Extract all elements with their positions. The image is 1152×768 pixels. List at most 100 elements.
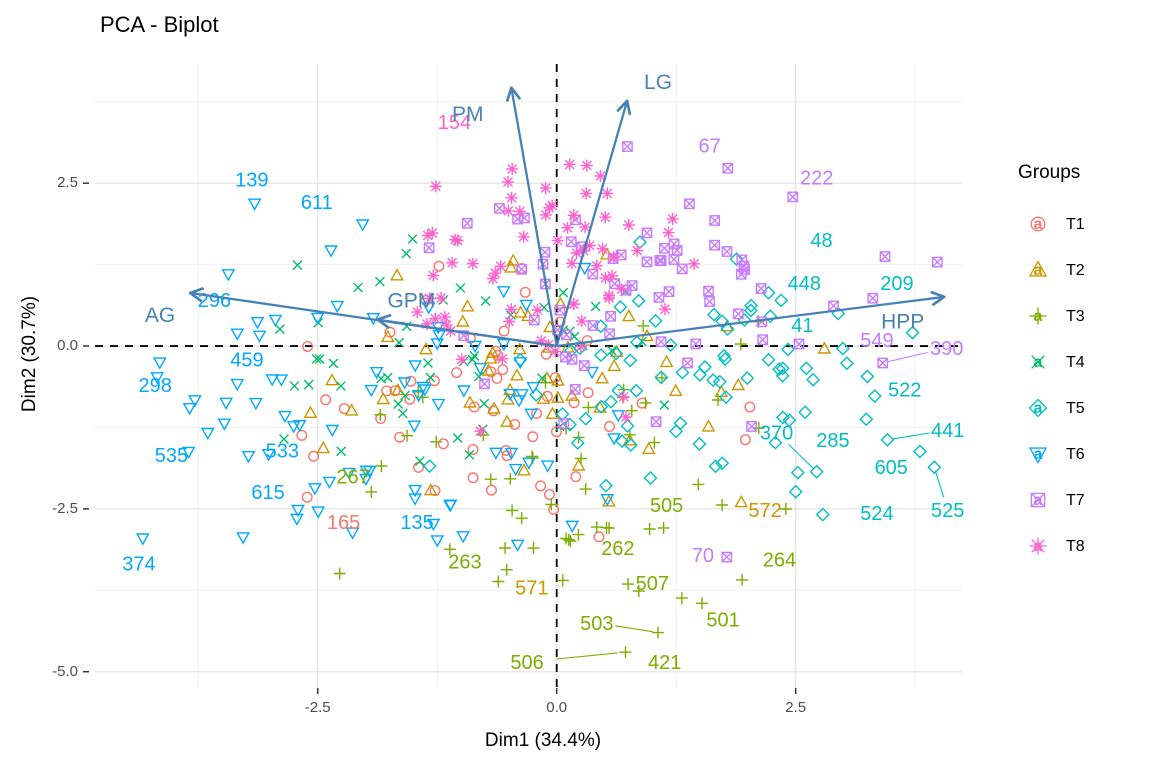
point-marker-triangle-down: [152, 357, 167, 370]
point-marker-diamond: [905, 325, 920, 340]
variable-label-PM: PM: [452, 103, 484, 126]
point-marker-asterisk: [489, 267, 502, 280]
point-marker-square-x: [565, 236, 577, 248]
point-marker-asterisk: [435, 292, 448, 304]
point-marker-triangle-up: [571, 458, 586, 471]
point-marker-x: [659, 400, 670, 411]
point-marker-triangle-up: [734, 494, 749, 508]
point-marker-circle: [429, 485, 441, 497]
point-marker-triangle-down: [489, 447, 503, 460]
point-marker-diamond: [562, 417, 577, 432]
point-marker-triangle-down: [291, 504, 305, 518]
point-label-222: 222: [800, 167, 833, 189]
point-marker-square-x: [877, 357, 889, 369]
variable-arrows: [193, 90, 942, 348]
legend-item-label: T7: [1066, 492, 1085, 509]
point-marker-square-x: [561, 329, 572, 341]
point-marker-square-x: [757, 334, 769, 346]
point-marker-asterisk: [505, 191, 518, 204]
point-marker-diamond: [763, 309, 778, 324]
point-marker-square-x: [793, 338, 805, 350]
point-marker-asterisk: [440, 319, 453, 332]
point-marker-square-x: [587, 268, 599, 280]
point-marker-diamond: [1028, 398, 1048, 418]
legend-item-label: T6: [1066, 446, 1085, 463]
point-marker-triangle-down: [468, 340, 482, 354]
legend-key-letter: a: [1034, 400, 1043, 417]
point-marker-triangle-up: [659, 354, 674, 368]
point-marker-plus: [515, 512, 528, 525]
point-marker-circle: [389, 385, 401, 397]
point-marker-triangle-up: [668, 383, 683, 397]
point-marker-square-x: [867, 292, 879, 304]
point-marker-asterisk: [486, 272, 499, 285]
point-marker-asterisk: [429, 180, 442, 193]
point-marker-plus: [1029, 307, 1047, 325]
labeled-point-markers: [135, 162, 942, 659]
point-marker-circle: [485, 366, 497, 378]
point-marker-triangle-down: [200, 427, 215, 441]
legend-item-label: T3: [1066, 308, 1085, 325]
point-marker-triangle-down: [519, 299, 534, 313]
point-marker-square-x: [721, 551, 733, 563]
point-marker-triangle-up: [510, 368, 524, 381]
point-marker-plus: [623, 428, 636, 441]
point-marker-x: [606, 345, 617, 356]
point-marker-diamond: [629, 383, 644, 398]
point-marker-triangle-down: [221, 269, 236, 282]
point-marker-asterisk: [505, 303, 518, 316]
variable-arrow-HPP: [556, 297, 942, 348]
point-marker-triangle-up: [391, 382, 405, 396]
point-marker-diamond: [422, 459, 437, 474]
point-marker-triangle-down: [355, 219, 370, 232]
legend-item-label: T8: [1066, 538, 1085, 555]
point-marker-circle: [500, 444, 512, 457]
point-marker-diamond: [761, 352, 776, 367]
point-marker-circle: [550, 426, 563, 438]
point-marker-asterisk: [619, 411, 632, 424]
point-marker-circle: [381, 385, 393, 397]
x-tick-label: -2.5: [304, 699, 331, 716]
point-marker-asterisk: [502, 175, 514, 188]
point-marker-asterisk: [455, 353, 468, 366]
point-marker-diamond: [790, 465, 805, 480]
point-marker-triangle-up: [380, 329, 395, 343]
point-marker-diamond: [613, 300, 628, 314]
point-marker-square-x: [732, 308, 744, 320]
point-marker-diamond: [599, 478, 613, 493]
point-marker-diamond: [815, 507, 830, 522]
point-marker-asterisk: [494, 260, 507, 273]
point-marker-x: [464, 449, 475, 460]
point-marker-square-x: [622, 141, 633, 152]
point-marker-triangle-up: [536, 391, 551, 404]
point-marker-diamond: [675, 365, 690, 380]
point-marker-asterisk: [539, 182, 552, 195]
point-marker-square-x: [558, 418, 570, 429]
point-label-267: 267: [336, 466, 369, 488]
variable-label-HPP: HPP: [881, 310, 924, 333]
point-marker-plus: [582, 401, 595, 414]
point-marker-x: [452, 432, 463, 443]
point-marker-diamond: [839, 356, 854, 371]
point-marker-asterisk: [599, 272, 612, 285]
point-marker-asterisk: [429, 312, 442, 325]
point-marker-asterisk: [599, 211, 612, 224]
legend-item-T3: a T3: [1014, 294, 1148, 340]
point-marker-asterisk: [517, 230, 530, 243]
variable-label-GPM: GPM: [387, 289, 435, 312]
point-label-70: 70: [692, 545, 714, 567]
point-marker-asterisk: [567, 209, 580, 222]
point-label-522: 522: [888, 380, 921, 402]
point-marker-diamond: [712, 374, 727, 389]
point-marker-triangle-down: [585, 366, 599, 380]
point-marker-diamond: [663, 338, 678, 352]
point-marker-asterisk: [631, 244, 644, 257]
point-marker-circle: [527, 431, 539, 443]
point-marker-diamond: [835, 341, 850, 356]
point-marker-diamond: [578, 411, 593, 426]
point-marker-diamond: [717, 348, 731, 363]
point-marker-asterisk: [596, 242, 609, 255]
point-marker-triangle-down: [325, 424, 340, 438]
point-marker-diamond: [593, 319, 608, 334]
point-marker-asterisk: [617, 390, 630, 403]
